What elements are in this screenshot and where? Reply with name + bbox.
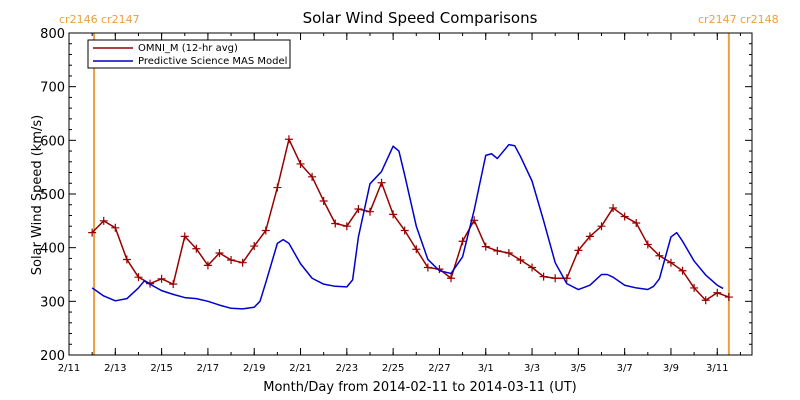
- x-tick-label-10: 3/3: [524, 363, 540, 374]
- y-tick-label-2: 400: [40, 242, 65, 257]
- series-0-point-3: [122, 255, 131, 264]
- series-0-point-40: [551, 274, 560, 283]
- series-layer: [88, 135, 733, 310]
- series-0-point-50: [666, 258, 675, 267]
- series-0-point-48: [643, 240, 652, 249]
- x-tick-label-8: 2/27: [428, 363, 450, 374]
- series-0-point-36: [504, 249, 513, 258]
- series-0-point-23: [354, 205, 363, 214]
- chart-title: Solar Wind Speed Comparisons: [303, 9, 538, 27]
- series-0-point-16: [273, 183, 282, 192]
- x-axis-label: Month/Day from 2014-02-11 to 2014-03-11 …: [263, 380, 576, 395]
- x-tick-label-5: 2/21: [289, 363, 311, 374]
- series-0-point-49: [655, 251, 664, 260]
- y-axis-label: Solar Wind Speed (km/s): [30, 115, 45, 275]
- carrington-markers: [93, 33, 730, 355]
- axes: 200 300 400 500 600 700 800 2/11 2/13 2/15 2/17 2/1…: [40, 27, 753, 374]
- x-tick-label-0: 2/11: [58, 363, 80, 374]
- x-tick-label-4: 2/19: [243, 363, 265, 374]
- series-0-point-54: [713, 288, 722, 297]
- series-0-point-22: [342, 222, 351, 231]
- series-0-point-47: [632, 218, 641, 227]
- series-0-point-1: [99, 216, 108, 225]
- y-tick-label-5: 700: [40, 81, 65, 96]
- series-0-point-39: [539, 272, 548, 281]
- x-tick-label-14: 3/11: [706, 363, 728, 374]
- series-0-point-43: [585, 232, 594, 241]
- series-line-1: [91, 143, 724, 310]
- y-tick-label-4: 600: [40, 134, 65, 149]
- series-0-point-45: [609, 203, 618, 212]
- series-0-point-29: [423, 263, 432, 272]
- x-tick-label-2: 2/15: [150, 363, 172, 374]
- legend-label-omni: OMNI_M (12-hr avg): [138, 43, 238, 54]
- series-0-point-31: [447, 274, 456, 283]
- series-0-point-21: [331, 219, 340, 228]
- plot-frame: [68, 32, 753, 356]
- x-tick-label-6: 2/23: [336, 363, 358, 374]
- series-0-point-44: [597, 222, 606, 231]
- carrington-label-right: cr2147 cr2148: [698, 13, 779, 26]
- series-0-point-53: [701, 296, 710, 305]
- series-0-point-52: [690, 283, 699, 292]
- series-0-point-25: [377, 178, 386, 187]
- x-tick-label-9: 3/1: [478, 363, 494, 374]
- series-0-point-27: [400, 226, 409, 235]
- series-0-point-42: [574, 246, 583, 255]
- series-0-point-28: [412, 245, 421, 254]
- series-0-point-34: [481, 242, 490, 251]
- series-0-point-6: [157, 274, 166, 283]
- series-0-point-12: [227, 256, 236, 265]
- series-0-point-2: [111, 223, 120, 232]
- series-0-point-15: [261, 226, 270, 235]
- y-tick-label-3: 500: [40, 188, 65, 203]
- legend: OMNI_M (12-hr avg) Predictive Science MA…: [87, 39, 291, 69]
- legend-label-mas: Predictive Science MAS Model: [138, 56, 287, 67]
- y-tick-label-6: 800: [40, 27, 65, 42]
- series-0-point-4: [134, 273, 143, 282]
- series-0-point-0: [88, 228, 97, 237]
- series-0-point-20: [319, 196, 328, 205]
- series-0-point-55: [724, 293, 733, 302]
- series-0-point-38: [528, 263, 537, 272]
- series-0-point-10: [203, 261, 212, 270]
- series-0-point-17: [284, 135, 293, 144]
- y-tick-label-0: 200: [40, 349, 65, 364]
- x-tick-label-11: 3/5: [570, 363, 586, 374]
- x-tick-label-3: 2/17: [197, 363, 219, 374]
- series-0-point-14: [250, 242, 259, 251]
- series-0-point-9: [192, 244, 201, 253]
- series-0-point-35: [493, 246, 502, 255]
- series-0-point-24: [365, 207, 374, 216]
- series-line-0: [91, 138, 730, 302]
- series-0-point-18: [296, 159, 305, 168]
- series-0-point-46: [620, 212, 629, 221]
- x-tick-label-1: 2/13: [104, 363, 126, 374]
- series-0-point-19: [308, 172, 317, 181]
- carrington-label-left: cr2146 cr2147: [59, 13, 140, 26]
- series-0-point-32: [458, 237, 467, 246]
- series-0-point-7: [169, 280, 178, 289]
- series-0-point-51: [678, 266, 687, 275]
- legend-box: [87, 39, 291, 69]
- x-tick-label-12: 3/7: [617, 363, 633, 374]
- x-tick-label-7: 2/25: [382, 363, 404, 374]
- x-tick-label-13: 3/9: [663, 363, 679, 374]
- series-0-point-37: [516, 256, 525, 265]
- series-0-point-26: [389, 210, 398, 219]
- series-0-point-8: [180, 232, 189, 241]
- series-0-point-11: [215, 249, 224, 258]
- series-0-point-13: [238, 258, 247, 267]
- y-tick-label-1: 300: [40, 295, 65, 310]
